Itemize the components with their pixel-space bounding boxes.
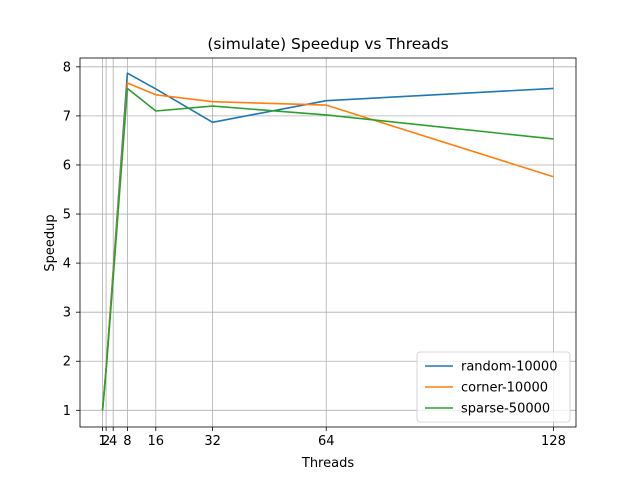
y-tick-label-2: 2 [63,355,71,370]
x-tick-label-64: 64 [318,434,335,449]
y-tick-label-7: 7 [63,109,71,124]
y-axis-label: Speedup [43,214,58,271]
y-tick-label-1: 1 [63,404,71,419]
legend-label-corner-10000: corner-10000 [461,381,548,396]
x-tick-label-128: 128 [541,434,566,449]
x-axis: 124 8 16 32 64 128 [98,427,566,449]
legend: random-10000 corner-10000 sparse-50000 [416,351,571,423]
y-tick-label-3: 3 [63,306,71,321]
y-tick-label-5: 5 [63,208,71,223]
x-tick-label-16: 16 [148,434,165,449]
series-layer [101,72,554,411]
y-tick-label-8: 8 [63,60,71,75]
chart-title: (simulate) Speedup vs Threads [207,35,448,53]
legend-label-random-10000: random-10000 [461,360,557,375]
x-tick-label-2: 2 [102,434,110,449]
x-tick-label-4: 4 [109,434,117,449]
legend-label-sparse-50000: sparse-50000 [461,402,550,417]
y-axis: 1 2 3 4 5 6 7 8 [63,60,80,419]
x-tick-label-32: 32 [204,434,221,449]
x-tick-label-8: 8 [123,434,131,449]
plot-frame [79,57,577,428]
y-tick-label-4: 4 [63,257,71,272]
series-line-sparse-50000 [101,87,554,411]
legend-box [416,351,571,423]
x-tick-label-1: 1 [98,434,106,449]
y-tick-label-6: 6 [63,158,71,173]
x-axis-label: Threads [301,456,354,471]
